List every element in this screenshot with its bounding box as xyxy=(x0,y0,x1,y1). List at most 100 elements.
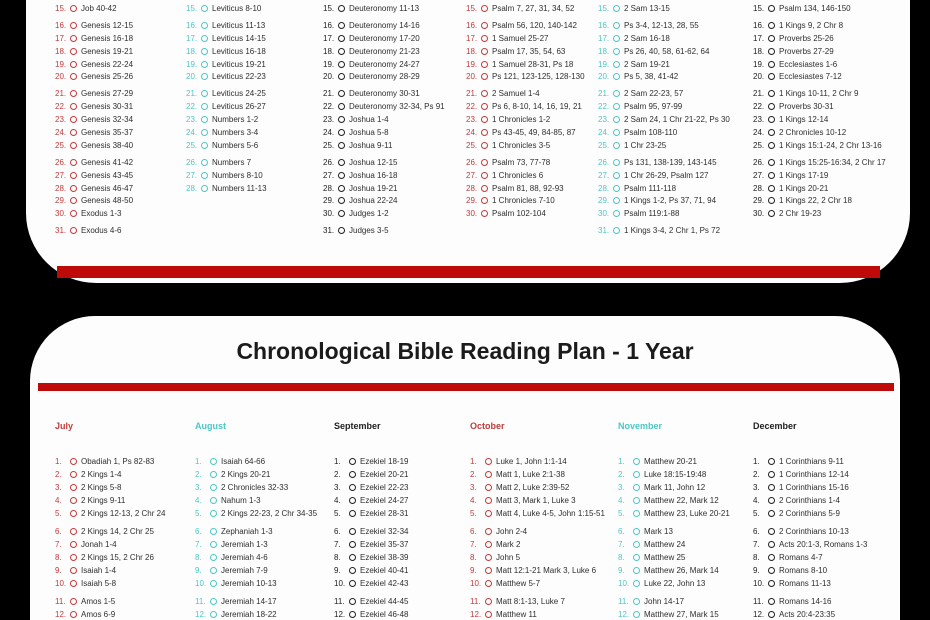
reading-text: Deuteronomy 24-27 xyxy=(349,59,420,69)
reading-text: Luke 1, John 1:1-14 xyxy=(496,457,567,466)
checkbox-circle-icon xyxy=(70,184,77,192)
checkbox-circle-icon xyxy=(768,210,775,218)
day-number: 17. xyxy=(323,33,335,43)
day-number: 2. xyxy=(470,470,477,479)
day-number: 7. xyxy=(334,540,341,549)
reading-entry: 26. Genesis 41-42 xyxy=(55,156,205,169)
day-number: 11. xyxy=(334,597,345,606)
reading-entry: 4. Ezekiel 24-27 xyxy=(334,494,484,507)
checkbox-circle-icon xyxy=(201,4,208,12)
reading-entry: 8. Matthew 25 xyxy=(618,551,768,564)
checkbox-circle-icon xyxy=(768,116,775,124)
checkbox-circle-icon xyxy=(481,47,488,55)
reading-text: 1 Chr 26-29, Psalm 127 xyxy=(624,170,709,180)
checkbox-circle-icon xyxy=(768,510,775,517)
day-number: 16. xyxy=(323,20,335,30)
checkbox-circle-icon xyxy=(613,34,620,42)
reading-entry: 29. Joshua 22-24 xyxy=(323,194,473,207)
reading-entry: 24. Joshua 5-8 xyxy=(323,126,473,139)
reading-entry: 28. 1 Kings 20-21 xyxy=(753,182,903,195)
checkbox-circle-icon xyxy=(613,197,620,205)
reading-entry: 29. 1 Kings 1-2, Ps 37, 71, 94 xyxy=(598,194,748,207)
reading-entry: 24. 2 Chronicles 10-12 xyxy=(753,126,903,139)
checkbox-circle-icon xyxy=(633,567,640,574)
reading-entry: 1. Ezekiel 18-19 xyxy=(334,455,484,468)
day-number: 6. xyxy=(753,527,760,536)
checkbox-circle-icon xyxy=(485,541,492,548)
checkbox-circle-icon xyxy=(633,528,640,535)
day-number: 4. xyxy=(618,496,625,505)
day-number: 20. xyxy=(55,72,67,82)
checkbox-circle-icon xyxy=(633,611,640,618)
checkbox-circle-icon xyxy=(613,4,620,12)
reading-entry: 19. Ecclesiastes 1-6 xyxy=(753,58,903,71)
checkbox-circle-icon xyxy=(70,554,77,561)
reading-entry: 21. 2 Samuel 1-4 xyxy=(466,87,616,100)
checkbox-circle-icon xyxy=(481,90,488,98)
reading-entry: 16. Ps 3-4, 12-13, 28, 55 xyxy=(598,19,748,32)
divider-bar xyxy=(38,383,894,391)
day-number: 15. xyxy=(186,3,198,13)
reading-text: 2 Corinthians 1-4 xyxy=(779,496,840,505)
reading-text: Isaiah 5-8 xyxy=(81,579,117,588)
day-number: 5. xyxy=(334,509,341,518)
reading-entry: 20. Ps 121, 123-125, 128-130 xyxy=(466,70,616,83)
checkbox-circle-icon xyxy=(201,60,208,68)
checkbox-circle-icon xyxy=(70,21,77,29)
reading-entry: 29. Genesis 48-50 xyxy=(55,194,205,207)
reading-text: Psalm 81, 88, 92-93 xyxy=(492,183,564,193)
reading-text: Genesis 12-15 xyxy=(81,20,134,30)
day-number: 6. xyxy=(55,527,62,536)
checkbox-circle-icon xyxy=(768,60,775,68)
checkbox-circle-icon xyxy=(201,158,208,166)
day-number: 8. xyxy=(55,553,62,562)
checkbox-circle-icon xyxy=(70,227,77,235)
reading-text: Psalm 108-110 xyxy=(624,127,678,137)
checkbox-circle-icon xyxy=(349,580,356,587)
reading-entry: 10. Ezekiel 42-43 xyxy=(334,577,484,590)
checkbox-circle-icon xyxy=(201,171,208,179)
reading-entry: 29. 1 Chronicles 7-10 xyxy=(466,194,616,207)
day-number: 21. xyxy=(55,89,67,99)
checkbox-circle-icon xyxy=(768,541,775,548)
day-number: 10. xyxy=(195,579,207,588)
reading-entry: 25. 1 Chronicles 3-5 xyxy=(466,139,616,152)
reading-entry: 9. Romans 8-10 xyxy=(753,564,903,577)
reading-entry: 8. Ezekiel 38-39 xyxy=(334,551,484,564)
reading-entry: 15. Job 40-42 xyxy=(55,2,205,15)
checkbox-circle-icon xyxy=(485,458,492,465)
reading-text: John 5 xyxy=(496,553,521,562)
reading-text: Numbers 8-10 xyxy=(212,170,263,180)
reading-text: Leviticus 14-15 xyxy=(212,33,266,43)
reading-text: 2 Sam 19-21 xyxy=(624,59,670,69)
checkbox-circle-icon xyxy=(768,528,775,535)
reading-text: Exodus 1-3 xyxy=(81,209,122,219)
reading-text: Amos 1-5 xyxy=(81,597,116,606)
reading-entry: 31. 1 Kings 3-4, 2 Chr 1, Ps 72 xyxy=(598,224,748,237)
reading-text: Ezekiel 42-43 xyxy=(360,579,409,588)
checkbox-circle-icon xyxy=(70,171,77,179)
reading-entry: 17. Genesis 16-18 xyxy=(55,32,205,45)
day-number: 2. xyxy=(55,470,62,479)
reading-entry: 23. Numbers 1-2 xyxy=(186,113,336,126)
day-number: 26. xyxy=(598,157,610,167)
reading-entry: 10. Romans 11-13 xyxy=(753,577,903,590)
checkbox-circle-icon xyxy=(613,60,620,68)
reading-plan-page-second-half: Chronological Bible Reading Plan - 1 Yea… xyxy=(30,316,900,620)
checkbox-circle-icon xyxy=(485,497,492,504)
reading-entry: 21. 1 Kings 10-11, 2 Chr 9 xyxy=(753,87,903,100)
reading-entry: 18. Genesis 19-21 xyxy=(55,45,205,58)
reading-entry: 22. Deuteronomy 32-34, Ps 91 xyxy=(323,100,473,113)
checkbox-circle-icon xyxy=(768,158,775,166)
reading-entry: 7. Jeremiah 1-3 xyxy=(195,538,345,551)
reading-text: 2 Kings 12-13, 2 Chr 24 xyxy=(81,509,166,518)
checkbox-circle-icon xyxy=(70,60,77,68)
reading-text: 1 Samuel 25-27 xyxy=(492,33,549,43)
day-number: 19. xyxy=(186,59,198,69)
day-number: 12. xyxy=(334,610,346,619)
readings-list: 1. 1 Corinthians 9-11 2. 1 Corinthians 12-1… xyxy=(753,455,903,620)
reading-entry: 4. Matthew 22, Mark 12 xyxy=(618,494,768,507)
checkbox-circle-icon xyxy=(70,73,77,81)
day-number: 10. xyxy=(334,579,346,588)
reading-entry: 5. 2 Kings 12-13, 2 Chr 24 xyxy=(55,507,205,520)
